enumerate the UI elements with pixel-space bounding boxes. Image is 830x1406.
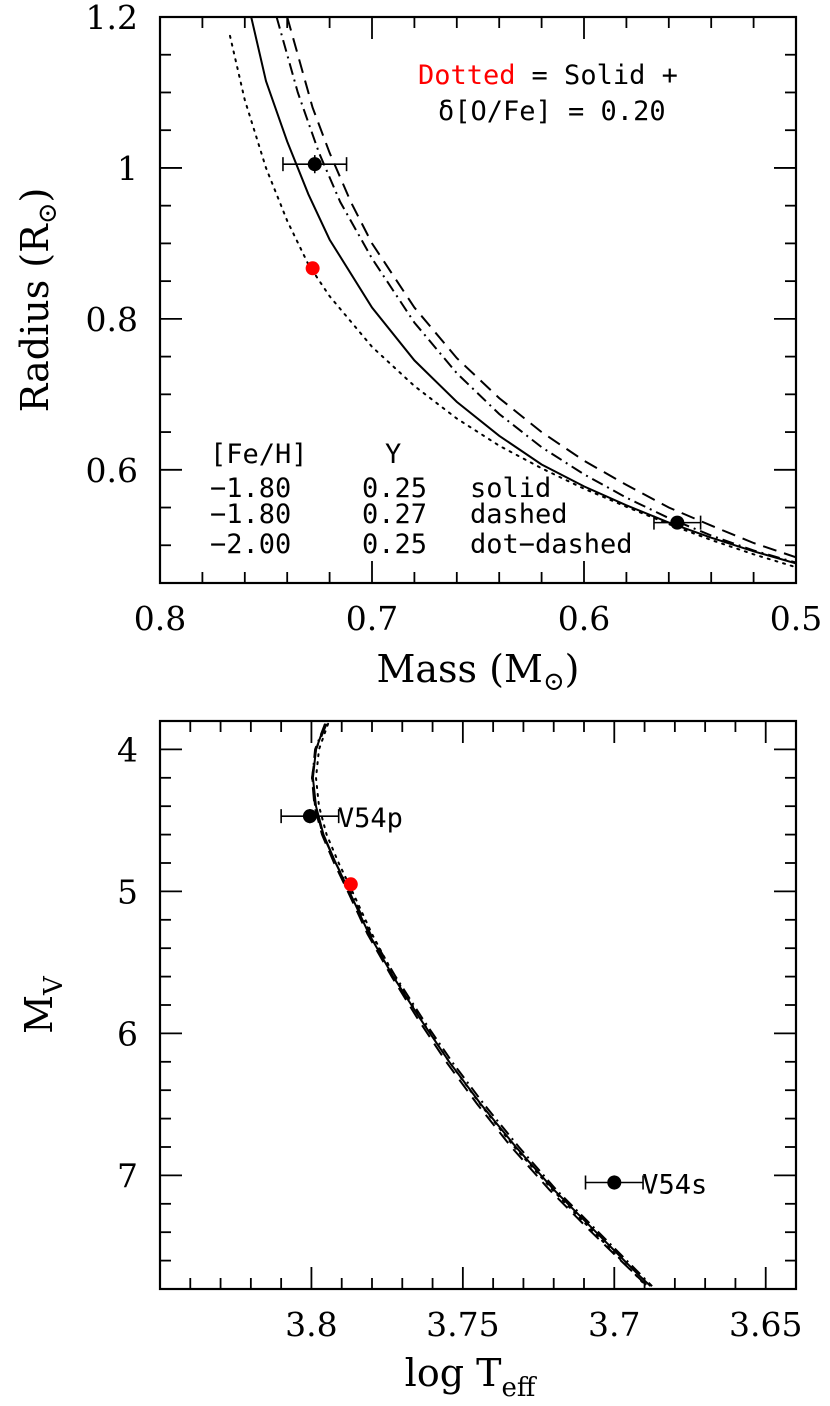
top-x-axis-label: Mass (M⊙) <box>376 647 579 697</box>
legend-row3-feh: −2.00 <box>210 529 291 560</box>
y-tick-label: 0.8 <box>86 300 138 339</box>
x-tick-label: 3.75 <box>426 1305 499 1344</box>
data-marker <box>343 877 358 892</box>
x-tick-label: 3.7 <box>588 1305 640 1344</box>
bot-data-point-1: V54p <box>280 803 403 834</box>
data-marker <box>607 1175 622 1190</box>
top-curves <box>229 17 796 569</box>
legend-row2-style: dashed <box>470 499 568 530</box>
annotation-dotted-word: Dotted <box>418 60 516 91</box>
magnitude-temperature-panel: V54p V54s 3.8 3.75 3.7 3.65 4 5 6 7 log Teff MV <box>17 719 802 1403</box>
top-series-dotted <box>229 34 796 569</box>
top-data-point-3 <box>305 261 320 276</box>
radius-mass-panel: 0.8 0.7 0.6 0.5 0.6 0.8 1 1.2 Mass (M⊙) Radius … <box>13 0 822 697</box>
legend-row1-feh: −1.80 <box>210 473 291 504</box>
y-tick-label: 1 <box>117 149 138 188</box>
data-marker <box>305 261 320 276</box>
legend-row3-y: 0.25 <box>362 529 427 560</box>
top-series-dot-dashed <box>275 17 796 564</box>
top-series-dashed <box>286 17 796 559</box>
bottom-points: V54p V54s <box>280 803 707 1201</box>
data-marker <box>307 157 322 172</box>
bottom-x-axis-label: log Teff <box>405 1351 538 1403</box>
top-legend: [Fe/H] Y −1.80 0.25 solid −1.80 0.27 das… <box>210 439 633 560</box>
bot-data-point-3 <box>343 877 358 892</box>
top-plot-frame <box>158 15 798 585</box>
y-tick-label: 5 <box>117 872 138 911</box>
bot-data-point-2: V54s <box>584 1170 707 1201</box>
top-data-point-2 <box>653 515 702 530</box>
x-tick-label: 0.6 <box>558 599 610 638</box>
point-label-v54p: V54p <box>338 803 403 834</box>
x-tick-label: 0.7 <box>346 599 398 638</box>
top-data-point-1 <box>282 155 348 174</box>
legend-header-y: Y <box>385 439 401 470</box>
data-marker <box>302 809 317 824</box>
y-tick-label: 4 <box>117 730 138 769</box>
legend-row3-style: dot−dashed <box>470 529 633 560</box>
legend-row1-y: 0.25 <box>362 473 427 504</box>
bottom-tick-labels: 3.8 3.75 3.7 3.65 4 5 6 7 <box>117 730 802 1344</box>
bottom-plot-frame <box>158 719 798 1291</box>
point-label-v54s: V54s <box>642 1170 707 1201</box>
bottom-y-axis-label: MV <box>17 975 69 1034</box>
top-y-axis-label: Radius (R⊙) <box>13 188 63 413</box>
legend-row2-feh: −1.80 <box>210 499 291 530</box>
data-marker <box>670 515 685 530</box>
legend-header-feh: [Fe/H] <box>210 439 308 470</box>
top-annotation-line2: δ[O/Fe] = 0.20 <box>438 96 666 127</box>
top-series-solid <box>250 17 796 565</box>
y-tick-label: 7 <box>117 1156 138 1195</box>
bot-series-dotted <box>314 722 648 1288</box>
y-tick-label: 1.2 <box>86 0 138 37</box>
legend-row2-y: 0.27 <box>362 499 427 530</box>
top-ticks <box>159 16 797 584</box>
x-tick-label: 3.8 <box>285 1305 337 1344</box>
top-points <box>282 155 702 530</box>
x-tick-label: 0.5 <box>770 599 822 638</box>
top-annotation-line1: Dotted = Solid + <box>418 60 678 91</box>
legend-row1-style: solid <box>470 473 551 504</box>
x-tick-label: 3.65 <box>729 1305 802 1344</box>
top-tick-labels: 0.8 0.7 0.6 0.5 0.6 0.8 1 1.2 <box>86 0 823 638</box>
bottom-ticks <box>159 720 797 1290</box>
y-tick-label: 6 <box>117 1014 138 1053</box>
x-tick-label: 0.8 <box>134 599 186 638</box>
y-tick-label: 0.6 <box>86 451 138 490</box>
bottom-curves <box>310 722 653 1288</box>
